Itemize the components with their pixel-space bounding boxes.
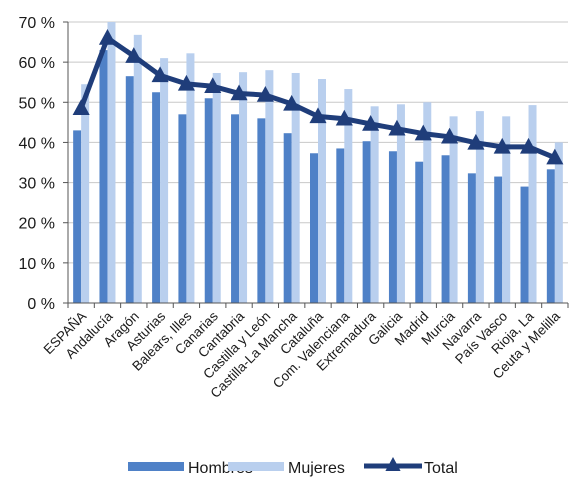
y-tick-label-3: 30 % [19, 176, 55, 193]
bar-mujeres-2 [133, 34, 142, 304]
point-total-17 [519, 137, 538, 154]
bar-hombres-18 [546, 169, 555, 303]
bar-mujeres-3 [160, 58, 169, 303]
axes [63, 21, 569, 308]
point-total-4 [177, 74, 195, 91]
y-tick-label-5: 50 % [19, 95, 55, 112]
point-total-13 [414, 124, 432, 141]
bar-mujeres-14 [449, 116, 458, 303]
bar-mujeres-12 [396, 104, 405, 304]
bar-mujeres-5 [212, 72, 221, 303]
legend-swatch-hombres [128, 462, 184, 471]
point-total-10 [335, 109, 353, 126]
point-total-2 [125, 47, 143, 63]
y-tick-label-4: 40 % [19, 135, 55, 152]
bar-mujeres-6 [239, 72, 248, 303]
bar-mujeres-4 [186, 53, 195, 303]
y-tick-label-6: 60 % [19, 55, 55, 72]
bar-hombres-0 [73, 130, 82, 303]
y-tick-label-1: 10 % [19, 256, 55, 273]
bar-mujeres-10 [344, 89, 353, 303]
bar-mujeres-18 [554, 142, 563, 303]
bar-hombres-2 [125, 76, 134, 303]
bar-mujeres-9 [318, 79, 326, 303]
bar-hombres-14 [441, 155, 450, 303]
point-total-9 [309, 107, 327, 124]
y-tick-label-7: 70 % [19, 15, 55, 32]
bar-hombres-13 [415, 161, 424, 303]
point-total-1 [98, 29, 117, 45]
point-total-0 [72, 99, 90, 116]
point-total-3 [151, 66, 169, 83]
bar-mujeres-1 [107, 22, 116, 303]
bar-mujeres-0 [81, 84, 90, 303]
point-total-8 [283, 94, 301, 111]
bar-hombres-4 [178, 114, 187, 303]
bar-hombres-6 [231, 114, 240, 303]
bar-hombres-10 [336, 148, 345, 303]
bar-hombres-7 [257, 118, 266, 303]
bar-hombres-9 [310, 153, 318, 303]
point-total-15 [467, 133, 485, 150]
bar-hombres-12 [388, 151, 397, 303]
legend-label-total: Total [424, 460, 458, 477]
bar-mujeres-16 [502, 116, 511, 303]
legend-swatch-mujeres [228, 462, 284, 471]
bar-hombres-15 [467, 173, 476, 303]
bar-hombres-16 [494, 176, 503, 303]
point-total-5 [204, 77, 222, 93]
point-total-6 [230, 84, 248, 101]
bar-hombres-1 [99, 50, 108, 303]
point-total-11 [362, 114, 380, 131]
point-total-18 [546, 148, 564, 165]
y-tick-label-0: 0 % [27, 296, 55, 313]
point-total-7 [256, 86, 274, 102]
bar-mujeres-7 [265, 70, 274, 304]
point-total-16 [493, 137, 511, 154]
bar-hombres-5 [204, 98, 213, 304]
bar-hombres-17 [520, 186, 529, 303]
legend: Hombres Mujeres Total [128, 457, 458, 477]
legend-swatch-marker-total [385, 457, 401, 471]
point-total-12 [388, 119, 406, 136]
bars [73, 22, 563, 304]
legend-label-mujeres: Mujeres [288, 460, 345, 477]
total-line-series [72, 29, 564, 165]
y-tick-labels: 0 % 10 % 20 % 30 % 40 % 50 % 60 % 70 % [19, 15, 55, 313]
y-tick-label-2: 20 % [19, 216, 55, 233]
bar-hombres-8 [283, 133, 292, 303]
bar-hombres-11 [362, 141, 371, 303]
bar-hombres-3 [152, 92, 161, 303]
bar-mujeres-17 [528, 105, 537, 304]
bar-mujeres-8 [291, 72, 300, 303]
bar-mujeres-15 [475, 111, 484, 303]
point-total-14 [441, 127, 459, 144]
bar-mujeres-13 [423, 102, 432, 304]
bar-mujeres-11 [370, 106, 379, 303]
